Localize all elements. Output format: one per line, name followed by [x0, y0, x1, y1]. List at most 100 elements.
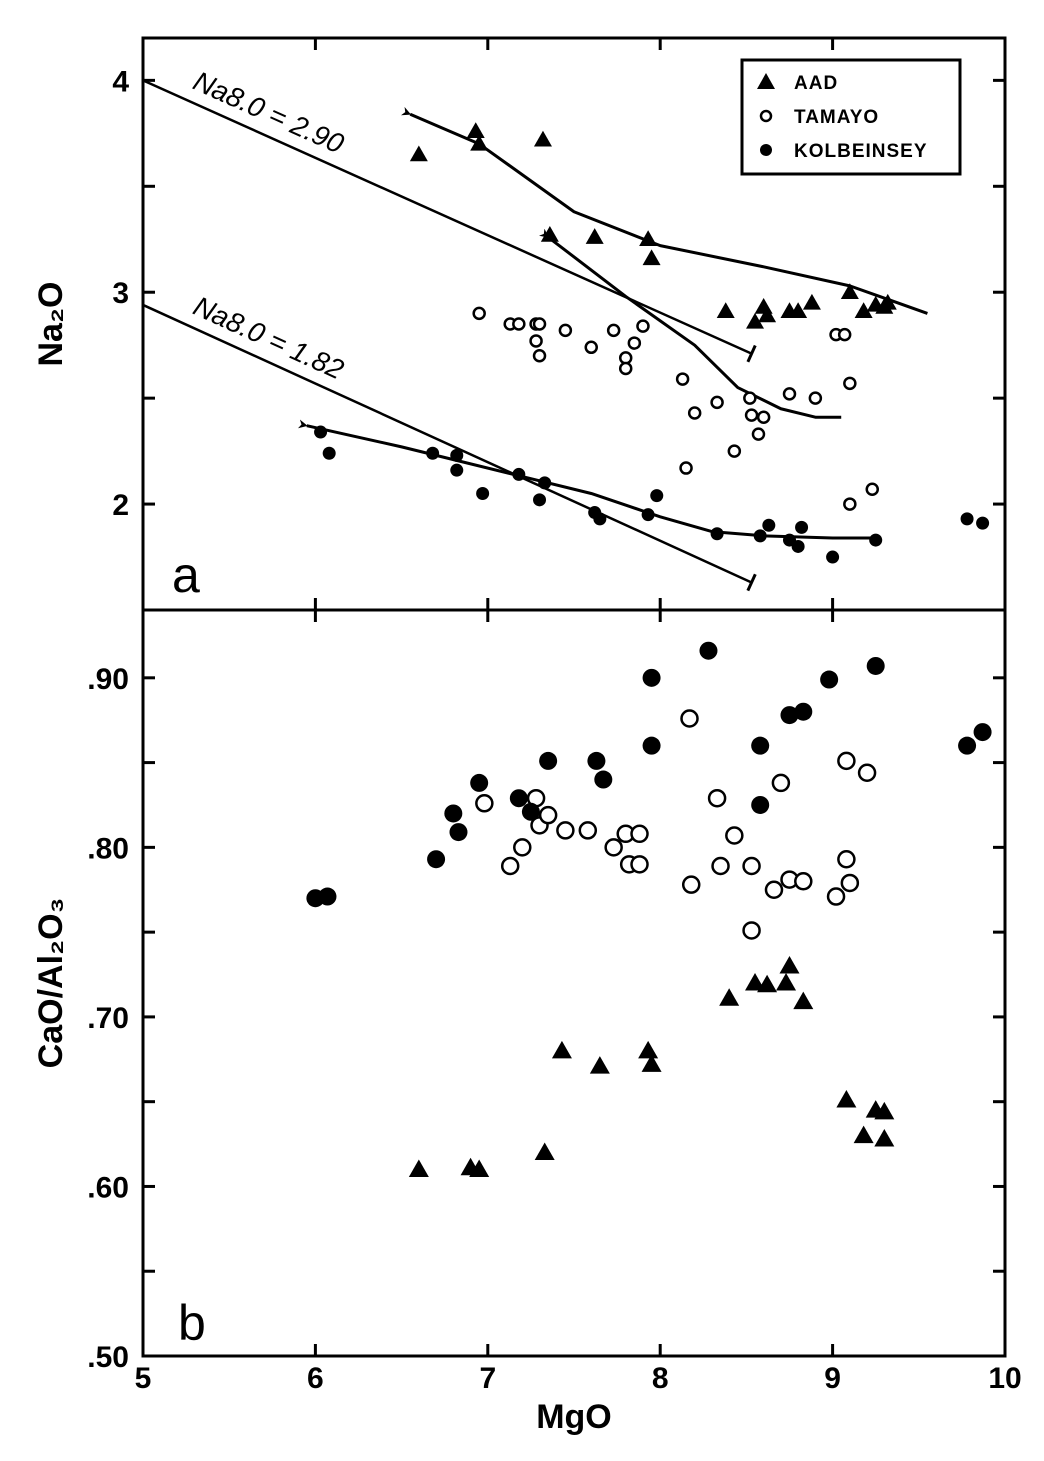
tamayo-point: [630, 824, 649, 844]
aad-point: [719, 988, 740, 1006]
reference-line-endcap: [746, 573, 757, 592]
trend-line: [538, 228, 842, 419]
kolbeinsey-point: [594, 770, 613, 789]
kolbeinsey-point: [641, 508, 655, 522]
kolbeinsey-point: [318, 887, 337, 906]
y-tick-label: .90: [87, 663, 129, 696]
reference-line: [142, 303, 753, 584]
y-tick-label: .60: [87, 1171, 129, 1204]
tamayo-point: [744, 408, 759, 422]
kolbeinsey-point: [710, 527, 724, 541]
tamayo-point: [751, 427, 766, 441]
tamayo-point: [500, 856, 520, 876]
tamayo-point: [764, 880, 784, 899]
aad-point: [758, 306, 777, 323]
kolbeinsey-point: [521, 802, 540, 821]
kolbeinsey-point: [450, 463, 464, 477]
kolbeinsey-point: [470, 773, 489, 792]
aad-point: [540, 226, 559, 242]
aad-point: [589, 1056, 610, 1074]
tamayo-point: [742, 856, 761, 876]
kolbeinsey-point: [593, 512, 607, 526]
tamayo-point: [687, 406, 702, 420]
aad-point: [802, 293, 821, 310]
legend-box: [740, 58, 962, 176]
legend-label: TAMAYO: [794, 107, 879, 128]
aad-point: [793, 991, 814, 1010]
tamayo-point: [627, 336, 642, 350]
kolbeinsey-point: [642, 668, 661, 687]
legend-marker-triangle: [757, 73, 775, 89]
y-axis-title: Na₂O: [32, 281, 70, 366]
tamayo-point: [630, 855, 649, 874]
aad-point: [466, 122, 485, 138]
tamayo-point: [556, 821, 575, 840]
trend-line: [297, 419, 876, 540]
kolbeinsey-point: [427, 850, 446, 869]
tamayo-point: [558, 323, 573, 338]
aad-point: [638, 1040, 659, 1059]
aad-point: [639, 230, 658, 247]
y-tick-label: 3: [112, 277, 129, 310]
tamayo-point: [865, 482, 880, 496]
tamayo-point: [727, 444, 742, 458]
kolbeinsey-point: [791, 539, 805, 553]
kolbeinsey-point: [476, 486, 490, 500]
reference-line: [142, 79, 753, 355]
legend-marker-open-circle: [759, 109, 773, 123]
kolbeinsey-point: [794, 702, 813, 721]
kolbeinsey-point: [820, 670, 839, 689]
tamayo-point: [532, 349, 547, 363]
aad-point: [754, 298, 773, 314]
aad-point: [840, 283, 859, 299]
x-axis-title: MgO: [536, 1398, 612, 1436]
aad-point: [836, 1089, 857, 1108]
aad-point: [853, 1125, 874, 1144]
tamayo-point: [743, 391, 757, 405]
aad-point: [874, 1101, 895, 1120]
aad-point: [716, 302, 735, 319]
aad-point: [533, 130, 552, 147]
aad-point: [470, 134, 489, 151]
x-tick-label: 10: [988, 1362, 1021, 1395]
tamayo-point: [837, 751, 856, 771]
tamayo-point: [742, 921, 761, 940]
tamayo-point: [837, 849, 856, 869]
kolbeinsey-point: [780, 706, 799, 725]
kolbeinsey-point: [751, 736, 770, 755]
points-layer: [306, 122, 992, 1177]
y-axis-title: CaO/Al₂O₃: [32, 898, 70, 1069]
kolbeinsey-point: [533, 493, 547, 507]
kolbeinsey-point: [539, 751, 558, 770]
tamayo-point: [604, 838, 623, 857]
y-tick-label: .80: [87, 832, 129, 865]
aad-point: [854, 302, 873, 319]
tamayo-point: [840, 873, 860, 893]
tamayo-point: [707, 788, 727, 808]
legend-label: KOLBEINSEY: [794, 141, 928, 162]
tamayo-point: [771, 773, 791, 793]
tamayo-point: [794, 872, 813, 891]
aad-point: [757, 974, 778, 993]
kolbeinsey-point: [826, 550, 840, 564]
tamayo-point: [636, 319, 650, 333]
plot-frame-b: [141, 608, 1007, 1358]
tamayo-point: [680, 709, 699, 728]
aad-point: [469, 1159, 490, 1177]
kolbeinsey-point: [650, 489, 664, 503]
tamayo-point: [532, 317, 547, 331]
x-tick-label: 8: [652, 1362, 669, 1395]
aad-point: [776, 973, 797, 991]
y-tick-label: 2: [112, 489, 129, 522]
tamayo-point: [843, 497, 857, 511]
kolbeinsey-point: [795, 520, 809, 534]
aad-point: [551, 1040, 572, 1059]
y-tick-label: .70: [87, 1002, 129, 1035]
aad-point: [534, 1142, 555, 1161]
tamayo-point: [618, 361, 633, 376]
aad-point: [746, 312, 765, 329]
x-tick-label: 5: [135, 1362, 152, 1395]
